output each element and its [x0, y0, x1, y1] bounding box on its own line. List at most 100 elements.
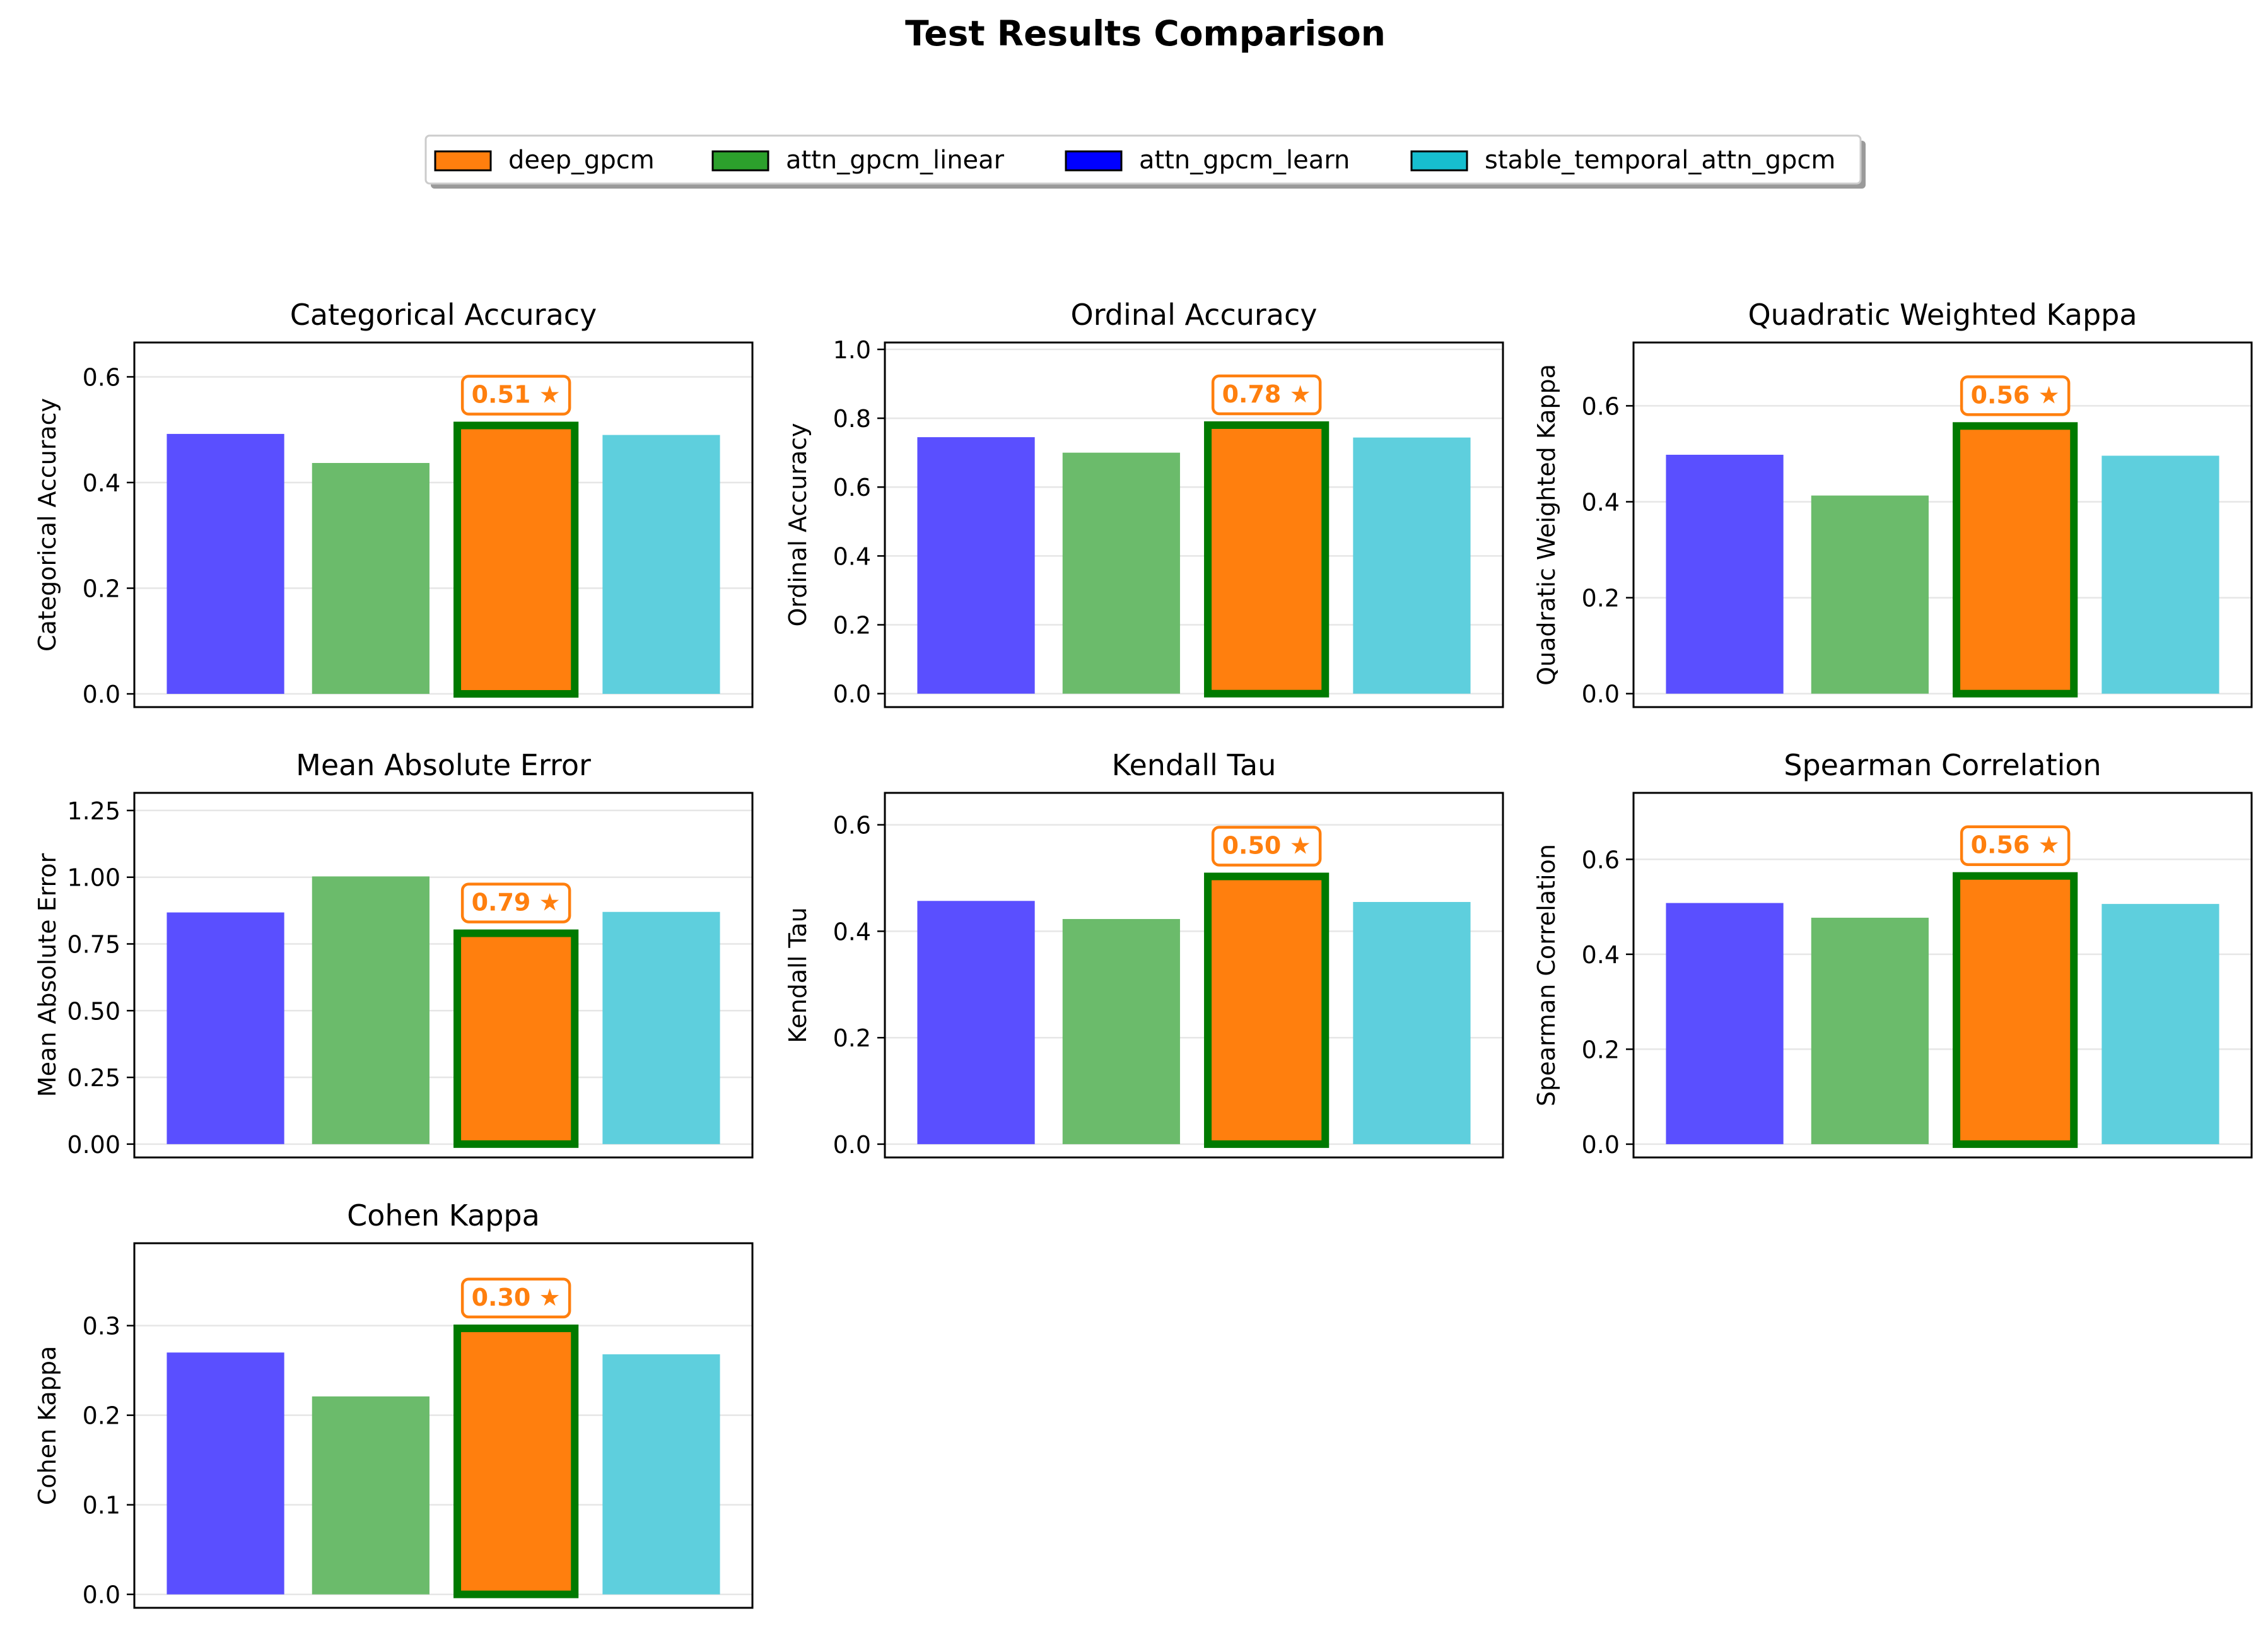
legend-swatch-attn-gpcm-linear [711, 150, 769, 172]
bar-stable-temporal-attn-gpcm [602, 911, 720, 1144]
y-tick-label: 0.6 [1582, 392, 1620, 420]
subplot-title: Quadratic Weighted Kappa [1748, 298, 2137, 332]
subplot-ordinal-accuracy: 0.0 0.2 0.4 0.6 0.8 1.0 0.78 ★ Ordinal Accuracy… [784, 298, 1504, 708]
legend-label-attn-gpcm-linear: attn_gpcm_linear [786, 146, 1005, 175]
legend-swatch-deep-gpcm [434, 150, 492, 172]
y-tick-label: 0.2 [833, 612, 871, 640]
bar-stable-temporal-attn-gpcm [602, 1354, 720, 1595]
bar-stable-temporal-attn-gpcm [602, 435, 720, 694]
legend-label-attn-gpcm-learn: attn_gpcm_learn [1139, 146, 1350, 175]
y-tick-label: 0.4 [83, 469, 120, 497]
bar-attn-gpcm-learn [1666, 454, 1784, 694]
bar-deep-gpcm [1953, 872, 2078, 1148]
bar-stable-temporal-attn-gpcm [2101, 904, 2219, 1144]
legend-swatch-stable-temporal-attn-gpcm [1410, 150, 1468, 172]
y-tick-label: 0.25 [67, 1064, 120, 1092]
best-annotation-label: 0.56 ★ [1971, 831, 2060, 859]
best-annotation-box [1960, 825, 2071, 866]
best-annotation-label: 0.30 ★ [472, 1284, 561, 1311]
y-tick-label: 0.2 [83, 1402, 120, 1430]
y-tick-label: 0.75 [67, 930, 120, 958]
bar-attn-gpcm-learn [917, 901, 1035, 1144]
y-axis-label: Mean Absolute Error [33, 853, 61, 1097]
y-axis-label: Cohen Kappa [33, 1346, 61, 1505]
bar-deep-gpcm [1204, 421, 1330, 698]
bar-stable-temporal-attn-gpcm [2101, 455, 2219, 694]
best-annotation-box [460, 1277, 571, 1319]
y-tick-label: 0.6 [1582, 846, 1620, 874]
bar-stable-temporal-attn-gpcm [1353, 901, 1471, 1144]
y-axis-label: Kendall Tau [784, 907, 812, 1043]
y-tick-label: 0.2 [833, 1024, 871, 1052]
bar-attn-gpcm-linear [312, 462, 430, 694]
y-axis-label: Categorical Accuracy [33, 398, 61, 652]
best-annotation-box [460, 375, 571, 416]
legend-swatch-attn-gpcm-learn [1065, 150, 1123, 172]
subplot-title: Cohen Kappa [347, 1198, 540, 1233]
bar-attn-gpcm-linear [1062, 918, 1180, 1144]
axes-frame [1632, 792, 2253, 1159]
y-tick-label: 0.50 [67, 997, 120, 1025]
y-tick-label: 0.6 [833, 812, 871, 840]
best-annotation-box [1960, 375, 2071, 416]
bar-stable-temporal-attn-gpcm [1353, 437, 1471, 694]
y-tick-label: 0.1 [83, 1492, 120, 1520]
y-tick-label: 0.4 [1582, 941, 1620, 969]
bar-attn-gpcm-learn [1666, 903, 1784, 1144]
bar-attn-gpcm-learn [167, 912, 284, 1144]
y-tick-label: 1.0 [833, 336, 871, 364]
best-annotation-label: 0.56 ★ [1971, 381, 2060, 409]
y-tick-label: 0.4 [833, 918, 871, 946]
y-tick-label: 0.2 [83, 575, 120, 603]
subplot-cohen-kappa: 0.0 0.1 0.2 0.3 0.30 ★ Cohen Kappa Cohen Kappa [33, 1198, 754, 1609]
subplot-spearman-correlation: 0.0 0.2 0.4 0.6 0.56 ★ Spearman Correlation Sp… [1533, 748, 2253, 1159]
y-tick-label: 0.2 [1582, 1036, 1620, 1063]
figure-title: Test Results Comparison [905, 13, 1386, 54]
y-tick-label: 0.4 [1582, 488, 1620, 516]
bar-attn-gpcm-linear [1062, 452, 1180, 694]
bar-attn-gpcm-learn [167, 1352, 284, 1595]
y-tick-label: 0.6 [83, 363, 120, 391]
subplot-title: Kendall Tau [1112, 748, 1277, 782]
y-tick-label: 0.00 [67, 1131, 120, 1159]
bar-attn-gpcm-linear [1811, 495, 1929, 694]
y-tick-label: 0.6 [833, 474, 871, 501]
axes-frame [133, 792, 754, 1159]
bar-attn-gpcm-linear [1811, 917, 1929, 1144]
bar-attn-gpcm-learn [917, 437, 1035, 694]
subplot-title: Categorical Accuracy [290, 298, 597, 332]
axes-frame [133, 341, 754, 708]
bar-deep-gpcm [1953, 422, 2078, 698]
legend: deep_gpcm attn_gpcm_linear attn_gpcm_learn… [424, 134, 1866, 189]
y-tick-label: 0.0 [833, 1131, 871, 1159]
y-tick-label: 0.0 [83, 1581, 120, 1609]
best-annotation-label: 0.78 ★ [1222, 380, 1311, 408]
y-tick-label: 0.0 [83, 681, 120, 708]
bar-deep-gpcm [453, 1324, 579, 1598]
legend-label-stable-temporal-attn-gpcm: stable_temporal_attn_gpcm [1485, 146, 1835, 175]
y-tick-label: 1.25 [67, 797, 120, 825]
y-axis-label: Quadratic Weighted Kappa [1533, 364, 1560, 686]
best-annotation-box [1211, 826, 1322, 867]
y-tick-label: 0.0 [1582, 1131, 1620, 1159]
subplot-kendall-tau: 0.0 0.2 0.4 0.6 0.50 ★ Kendall Tau Kendall Tau [784, 748, 1504, 1159]
y-axis-label: Spearman Correlation [1533, 844, 1560, 1106]
bar-attn-gpcm-linear [312, 1396, 430, 1595]
y-tick-label: 0.3 [83, 1313, 120, 1340]
subplot-title: Mean Absolute Error [296, 748, 591, 782]
subplot-title: Spearman Correlation [1784, 748, 2101, 782]
bar-deep-gpcm [1204, 872, 1330, 1148]
best-annotation-label: 0.79 ★ [472, 889, 561, 916]
subplot-title: Ordinal Accuracy [1070, 298, 1317, 332]
axes-frame [133, 1242, 754, 1609]
bar-deep-gpcm [453, 421, 579, 698]
y-tick-label: 0.2 [1582, 585, 1620, 612]
axes-frame [884, 792, 1504, 1159]
best-annotation-box [460, 882, 571, 923]
y-tick-label: 0.4 [833, 542, 871, 570]
legend-frame [424, 134, 1862, 185]
bar-attn-gpcm-learn [167, 433, 284, 694]
subplot-quadratic-weighted-kappa: 0.0 0.2 0.4 0.6 0.56 ★ Quadratic Weighted Kap… [1533, 298, 2253, 708]
